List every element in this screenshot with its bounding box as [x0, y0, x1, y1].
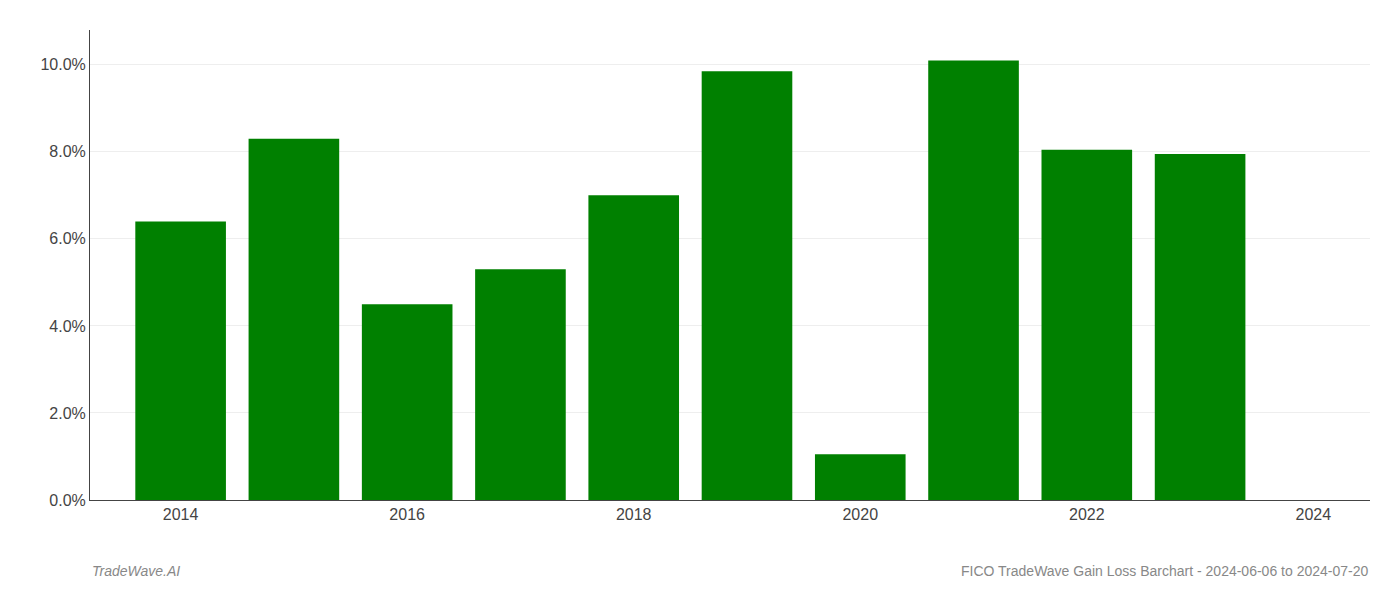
- svg-text:6.0%: 6.0%: [49, 230, 85, 247]
- svg-text:2020: 2020: [842, 506, 878, 523]
- svg-text:2.0%: 2.0%: [49, 405, 85, 422]
- svg-text:4.0%: 4.0%: [49, 318, 85, 335]
- svg-text:2022: 2022: [1069, 506, 1105, 523]
- svg-text:2014: 2014: [163, 506, 199, 523]
- svg-text:0.0%: 0.0%: [49, 492, 85, 509]
- svg-text:10.0%: 10.0%: [40, 56, 85, 73]
- svg-text:8.0%: 8.0%: [49, 143, 85, 160]
- svg-text:2018: 2018: [616, 506, 652, 523]
- svg-text:2016: 2016: [389, 506, 425, 523]
- svg-text:TradeWave.AI: TradeWave.AI: [92, 563, 180, 579]
- svg-text:FICO TradeWave Gain Loss Barch: FICO TradeWave Gain Loss Barchart - 2024…: [961, 563, 1368, 579]
- svg-text:2024: 2024: [1296, 506, 1332, 523]
